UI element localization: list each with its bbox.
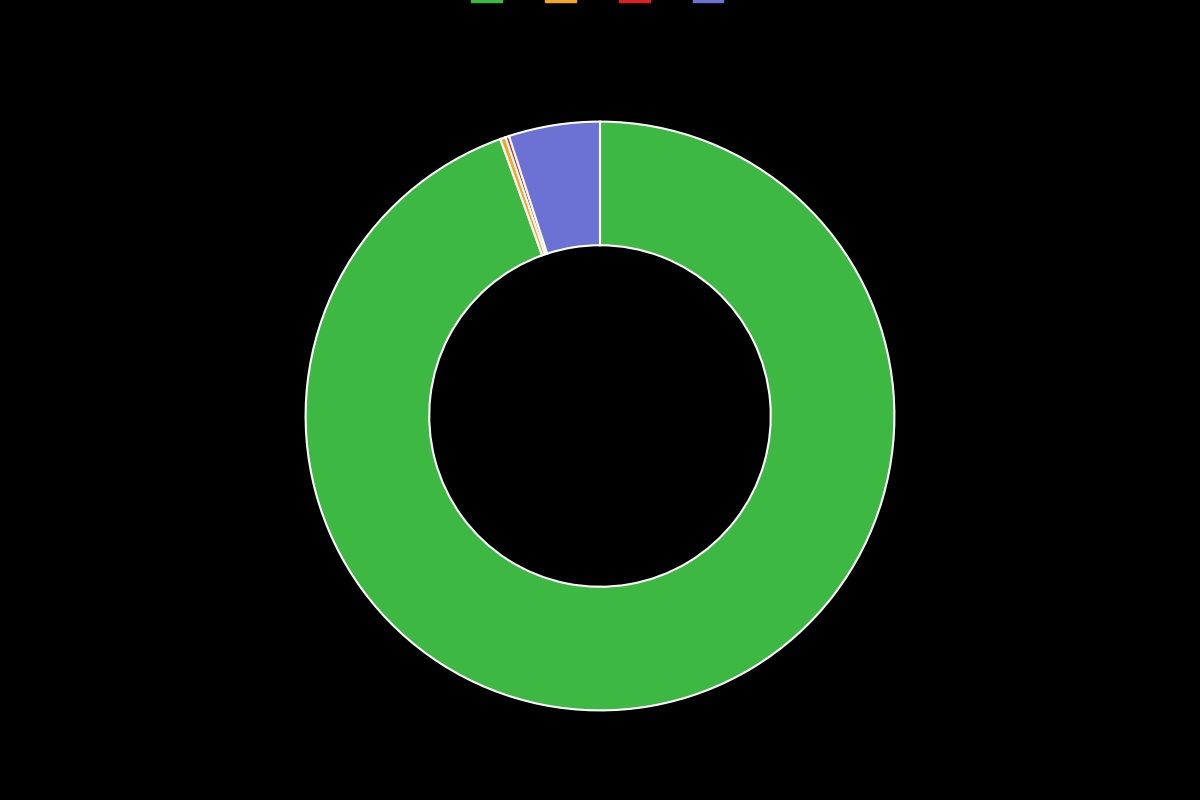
Wedge shape — [500, 137, 545, 255]
Legend:  ,  ,  ,  : , , , — [466, 0, 734, 8]
Wedge shape — [306, 122, 894, 710]
Wedge shape — [505, 136, 547, 254]
Wedge shape — [509, 122, 600, 254]
